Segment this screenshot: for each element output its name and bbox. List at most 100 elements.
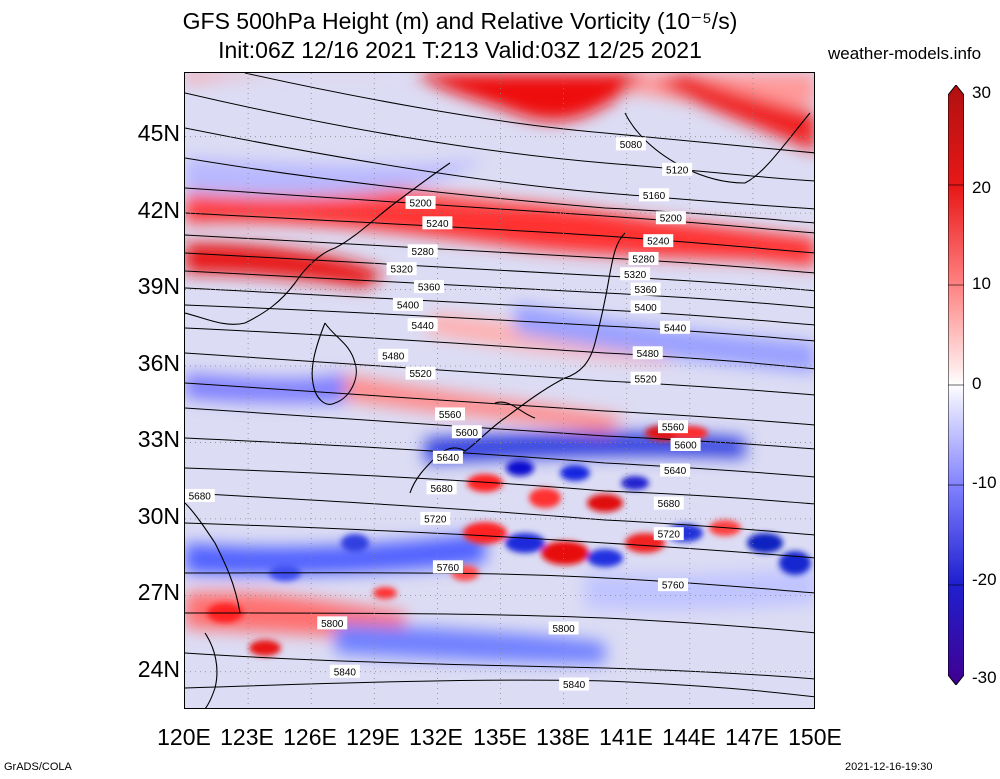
contour-label-text: 5440: [664, 323, 687, 334]
colorbar-label: -20: [972, 570, 997, 589]
contour-label: 5560: [435, 407, 466, 421]
contour-label-text: 5600: [674, 441, 697, 452]
contour-label: 5400: [392, 297, 423, 311]
contour-label-bg: [405, 366, 436, 380]
contour-label-text: 5720: [424, 514, 447, 525]
contour-label: 5680: [426, 481, 457, 495]
contour-label-text: 5080: [620, 140, 643, 151]
lon-label: 147E: [725, 724, 779, 750]
colorbar: [948, 85, 964, 685]
contour-label: 5200: [405, 195, 436, 209]
contour-label-bg: [185, 488, 215, 502]
contour-label-text: 5680: [658, 499, 681, 510]
contour-label: 5520: [630, 371, 661, 385]
lon-label: 144E: [662, 724, 716, 750]
contour-label-bg: [630, 300, 661, 314]
lon-label: 123E: [220, 724, 274, 750]
contour-label-text: 5400: [397, 300, 420, 311]
contour-label: 5640: [432, 450, 463, 464]
contour-label-text: 5200: [409, 198, 432, 209]
contour-label-bg: [378, 348, 409, 362]
contour-label-bg: [620, 267, 651, 281]
contour-label-bg: [432, 560, 463, 574]
contour-label-text: 5600: [456, 428, 479, 439]
contour-label-text: 5560: [662, 423, 685, 434]
lon-label: 132E: [409, 724, 463, 750]
contour-label: 5560: [657, 420, 688, 434]
contour-label-bg: [548, 621, 579, 635]
contour-label-text: 5240: [426, 219, 449, 230]
contour-label: 5600: [670, 438, 701, 452]
timestamp-text: 2021-12-16-19:30: [845, 761, 933, 773]
chart-subtitle: Init:06Z 12/16 2021 T:213 Valid:03Z 12/2…: [218, 37, 702, 63]
graticule: [185, 73, 814, 708]
contour-label-bg: [657, 578, 688, 592]
contour-label-layer: 5080 5120 5160 5200 5200 5240 5240 5280 5280 5320…: [185, 137, 701, 691]
lon-label: 120E: [157, 724, 211, 750]
lon-label: 135E: [473, 724, 527, 750]
lat-label: 36N: [137, 350, 180, 376]
contour-label-text: 5520: [409, 369, 432, 380]
contour-label-bg: [639, 188, 670, 202]
contour-label: 5760: [432, 560, 463, 574]
contour-label: 5480: [632, 346, 663, 360]
contour-label-text: 5640: [437, 453, 460, 464]
contour-label: 5840: [329, 664, 360, 678]
contour-label-text: 5680: [189, 491, 212, 502]
contour-label: 5440: [660, 320, 691, 334]
lon-label: 129E: [346, 724, 400, 750]
contour-label-bg: [329, 664, 360, 678]
contour-label: 5280: [407, 244, 438, 258]
lon-label: 141E: [599, 724, 653, 750]
contour-label-bg: [386, 262, 417, 276]
map-svg: 5080 5120 5160 5200 5200 5240 5240 5280 5280 5320…: [185, 73, 814, 708]
contour-label: 5680: [653, 496, 684, 510]
lon-label: 126E: [283, 724, 337, 750]
contour-label: 5480: [378, 348, 409, 362]
contour-label-bg: [422, 216, 453, 230]
contour-label: 5600: [451, 425, 482, 439]
vorticity-field: [185, 73, 814, 663]
contour-label: 5360: [413, 280, 444, 294]
contour-label: 5520: [405, 366, 436, 380]
contour-label-text: 5680: [430, 484, 453, 495]
contour-label-bg: [420, 511, 451, 525]
contour-label-text: 5360: [635, 285, 658, 296]
convective-cells: [207, 425, 811, 656]
contour-label-text: 5640: [664, 466, 687, 477]
contour-label: 5240: [422, 216, 453, 230]
contour-label: 5800: [548, 621, 579, 635]
contour-label-text: 5160: [643, 191, 666, 202]
contour-label: 5840: [559, 677, 590, 691]
contour-label: 5200: [655, 211, 686, 225]
map-panel[interactable]: 5080 5120 5160 5200 5200 5240 5240 5280 5280 5320…: [184, 72, 815, 709]
contour-label-bg: [630, 371, 661, 385]
contour-label-text: 5520: [635, 374, 658, 385]
contour-label-bg: [392, 297, 423, 311]
contour-label-bg: [413, 280, 444, 294]
contour-label-text: 5800: [552, 624, 575, 635]
contour-label-bg: [630, 282, 661, 296]
contour-label-text: 5320: [624, 270, 647, 281]
contour-label-bg: [660, 320, 691, 334]
contour-label-text: 5800: [321, 619, 344, 630]
contour-label-text: 5760: [437, 563, 460, 574]
contour-label-bg: [432, 450, 463, 464]
contour-label-bg: [632, 346, 663, 360]
lat-label: 42N: [137, 197, 180, 223]
contour-label: 5240: [643, 234, 674, 248]
contour-label-bg: [662, 162, 693, 176]
contour-label: 5680: [185, 488, 215, 502]
contour-label-bg: [559, 677, 590, 691]
contour-label-bg: [653, 527, 684, 541]
contour-label-bg: [317, 616, 348, 630]
contour-label-text: 5760: [662, 581, 685, 592]
contour-label-text: 5240: [647, 237, 670, 248]
credit-text: GrADS/COLA: [4, 761, 72, 773]
contour-label: 5440: [407, 318, 438, 332]
contour-label: 5400: [630, 300, 661, 314]
contour-label: 5160: [639, 188, 670, 202]
contour-label-bg: [407, 244, 438, 258]
contour-label-text: 5840: [563, 680, 586, 691]
contour-label-bg: [653, 496, 684, 510]
